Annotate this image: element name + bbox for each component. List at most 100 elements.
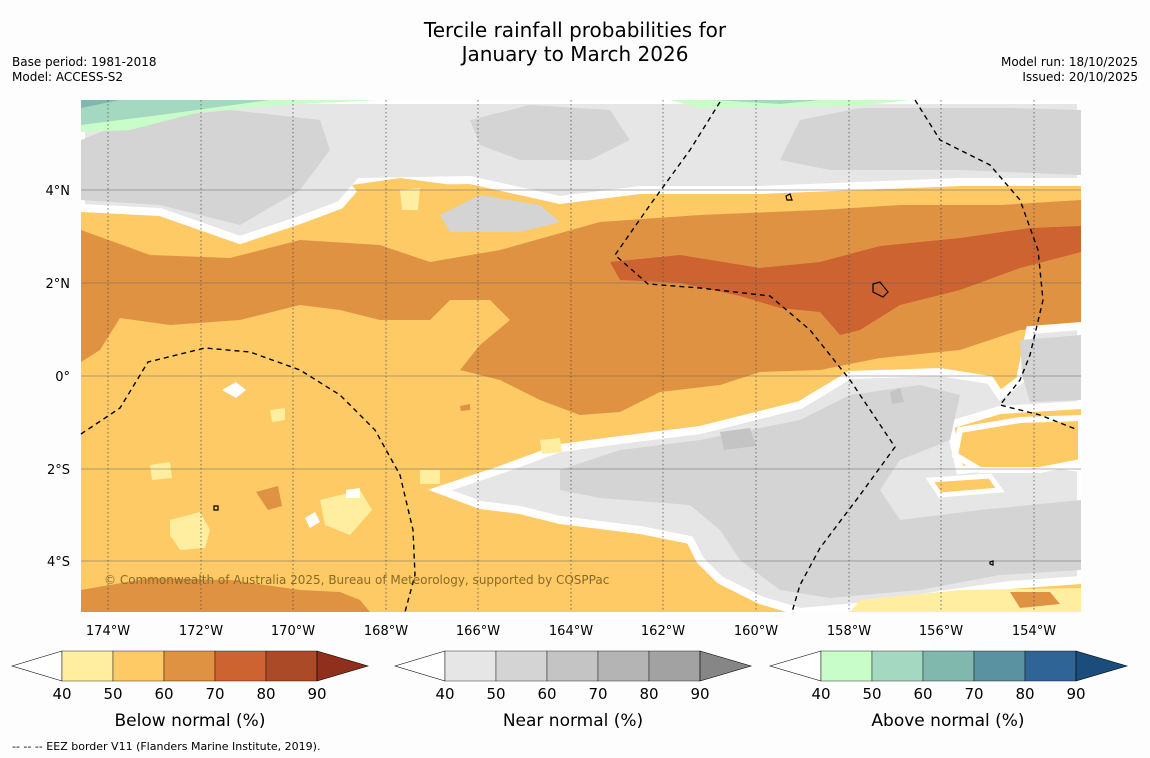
below-normal-sw	[81, 578, 370, 612]
lon-label: 158°W	[827, 624, 871, 639]
lat-gridlines	[81, 189, 1081, 562]
colorbar-tick: 60	[154, 685, 173, 703]
lat-axis-labels: 4°N 2°N 0° 2°S 4°S	[46, 184, 71, 570]
lat-label: 0°	[55, 370, 70, 385]
colorbar-swatch	[393, 650, 446, 682]
lon-label: 170°W	[271, 624, 315, 639]
colorbar-swatch	[820, 650, 873, 682]
colorbar-tick: 50	[862, 685, 881, 703]
colorbar-tick: 90	[690, 685, 709, 703]
meta-left: Base period: 1981-2018 Model: ACCESS-S2	[12, 55, 157, 85]
colorbar-tick: 60	[537, 685, 556, 703]
colorbar-swatch	[597, 650, 650, 682]
lat-label: 4°N	[46, 184, 71, 199]
issued-date: Issued: 20/10/2025	[1022, 70, 1138, 84]
near-normal-se	[1020, 335, 1081, 402]
lon-gridlines	[107, 100, 1035, 612]
colorbar-below: 40 50 60 70 80 90 Below normal (%)	[10, 650, 370, 731]
lon-axis-labels: 174°W 172°W 170°W 168°W 166°W 164°W 162°…	[86, 624, 1056, 639]
lon-label: 174°W	[86, 624, 130, 639]
island-outline	[213, 505, 219, 511]
colorbar-swatch	[265, 650, 318, 682]
title-line-1: Tercile rainfall probabilities for	[423, 18, 727, 42]
colorbar-swatch	[1075, 650, 1129, 682]
colorbar-tick: 40	[811, 685, 830, 703]
island-outline	[785, 193, 793, 201]
copyright-text: © Commonwealth of Australia 2025, Bureau…	[104, 573, 609, 587]
colorbar-label: Near normal (%)	[503, 711, 643, 731]
colorbar-tick: 80	[1015, 685, 1034, 703]
below-40-50-patch-4	[270, 408, 285, 422]
colorbar-swatch	[648, 650, 701, 682]
near-normal-north-dark-3	[440, 195, 560, 232]
island-outline	[989, 560, 994, 566]
eez-border-east	[914, 99, 1079, 431]
colorbar-tick: 40	[435, 685, 454, 703]
model-run: Model run: 18/10/2025	[1000, 55, 1138, 69]
colorbar-tick: 40	[52, 685, 71, 703]
colorbar-tick: 70	[588, 685, 607, 703]
colorbar-swatch	[973, 650, 1026, 682]
colorbar-swatch	[768, 650, 822, 682]
lon-label: 172°W	[179, 624, 223, 639]
colorbar-swatch	[546, 650, 599, 682]
lon-label: 168°W	[364, 624, 408, 639]
lon-label: 164°W	[549, 624, 593, 639]
colorbar-tick: 50	[486, 685, 505, 703]
colorbar-tick: 50	[103, 685, 122, 703]
colorbar-swatch	[922, 650, 975, 682]
colorbar-near: 40 50 60 70 80 90 Near normal (%)	[393, 650, 753, 731]
below-40-50-patch-1	[170, 512, 210, 550]
colorbar-tick: 80	[256, 685, 275, 703]
colorbar-tick: 60	[913, 685, 932, 703]
colorbar-swatch	[495, 650, 548, 682]
white-spot-3	[346, 488, 360, 498]
colorbar-tick: 70	[205, 685, 224, 703]
map-title: Tercile rainfall probabilities for Janua…	[0, 18, 1150, 66]
colorbar-tick: 70	[964, 685, 983, 703]
below-normal-se-pocket-2	[925, 473, 1005, 498]
colorbar-swatch	[112, 650, 165, 682]
probability-map	[81, 100, 1081, 612]
near-normal-north-dark-4	[470, 105, 630, 160]
near-normal-south-dark-2	[720, 428, 756, 450]
lon-label: 154°W	[1012, 624, 1056, 639]
white-spot-1	[222, 382, 246, 398]
colorbar-swatch	[163, 650, 216, 682]
lat-label: 4°S	[47, 555, 70, 570]
colorbar-swatch	[316, 650, 370, 682]
below-normal-60-70-band	[81, 200, 1081, 415]
colorbar-swatch	[1024, 650, 1077, 682]
lon-label: 162°W	[641, 624, 685, 639]
near-normal-north-dark-2	[780, 108, 1081, 175]
colorbar-swatch	[699, 650, 753, 682]
eez-borders	[80, 99, 1079, 613]
near-normal-south-dark-3	[890, 388, 904, 404]
white-spot-2	[305, 512, 320, 528]
below-40-50-patch-5	[420, 470, 440, 484]
lon-label: 156°W	[919, 624, 963, 639]
lon-label: 166°W	[456, 624, 500, 639]
islands	[213, 193, 994, 566]
above-normal-nw-mid	[81, 100, 270, 125]
colorbar-label: Above normal (%)	[871, 711, 1024, 731]
colorbar-tick: 80	[639, 685, 658, 703]
lon-label: 160°W	[734, 624, 778, 639]
title-line-2: January to March 2026	[461, 42, 689, 66]
base-period: Base period: 1981-2018	[12, 55, 157, 69]
colorbar-swatch	[61, 650, 114, 682]
model-name: Model: ACCESS-S2	[12, 70, 124, 84]
eez-border-west	[80, 347, 416, 613]
colorbar-tick: 90	[307, 685, 326, 703]
below-normal-south-patch	[1010, 592, 1060, 608]
below-40-50-patch-6	[540, 438, 562, 454]
colorbar-swatch	[871, 650, 924, 682]
below-normal-se-pocket	[951, 414, 1081, 473]
colorbar-swatch	[10, 650, 63, 682]
below-40-50-patch-2	[320, 490, 372, 535]
below-normal-70-80-core	[610, 226, 1081, 335]
lat-label: 2°N	[46, 277, 71, 292]
near-normal-north-dark-1	[81, 110, 330, 225]
above-normal-n-mid	[715, 100, 820, 104]
